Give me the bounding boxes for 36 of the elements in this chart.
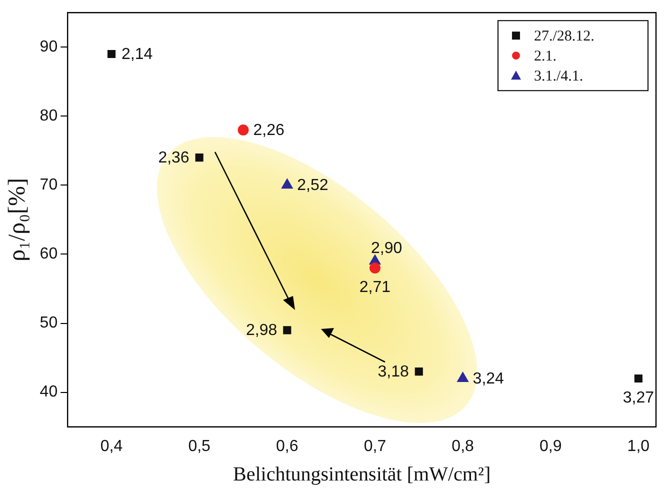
annotation: 2,14 bbox=[122, 46, 153, 64]
annotation: 2,26 bbox=[253, 122, 284, 139]
x-axis-title: Belichtungsintensität [mW/cm²] bbox=[232, 463, 491, 486]
y-axis-title: ρ₁/ρ₀[%] bbox=[4, 178, 31, 262]
annotation: 2,52 bbox=[297, 177, 328, 194]
x-tick-label: 0,6 bbox=[276, 438, 298, 455]
legend-label: 27./28.12. bbox=[534, 28, 594, 45]
y-tick-label: 50 bbox=[40, 314, 58, 332]
x-tick-label: 0,9 bbox=[539, 438, 562, 455]
x-tick-label: 1,0 bbox=[627, 438, 650, 455]
y-tick-label: 40 bbox=[40, 384, 58, 401]
legend-label: 3.1./4.1. bbox=[534, 68, 584, 85]
annotation: 2,71 bbox=[359, 279, 391, 296]
y-tick-label: 70 bbox=[40, 176, 58, 194]
point bbox=[283, 326, 292, 334]
point bbox=[281, 178, 293, 189]
point bbox=[107, 50, 116, 58]
legend-label: 2.1. bbox=[534, 48, 556, 65]
x-tick-label: 0,4 bbox=[100, 438, 123, 455]
annotation: 2,98 bbox=[246, 322, 278, 340]
point bbox=[634, 374, 642, 383]
annotation: 3,18 bbox=[378, 364, 409, 381]
point bbox=[238, 124, 249, 136]
point bbox=[195, 154, 204, 162]
point bbox=[369, 262, 380, 274]
annotation: 2,36 bbox=[158, 150, 190, 167]
point bbox=[414, 368, 423, 376]
x-tick-label: 0,8 bbox=[452, 438, 474, 455]
y-tick-label: 90 bbox=[40, 38, 58, 56]
annotation: 3,27 bbox=[622, 389, 654, 406]
y-tick-label: 80 bbox=[40, 108, 58, 125]
y-tick-label: 60 bbox=[40, 246, 58, 263]
x-tick-label: 0,7 bbox=[364, 438, 386, 455]
annotation: 2,90 bbox=[370, 240, 402, 258]
x-tick-label: 0,5 bbox=[188, 438, 211, 455]
annotation: 3,24 bbox=[472, 370, 504, 388]
